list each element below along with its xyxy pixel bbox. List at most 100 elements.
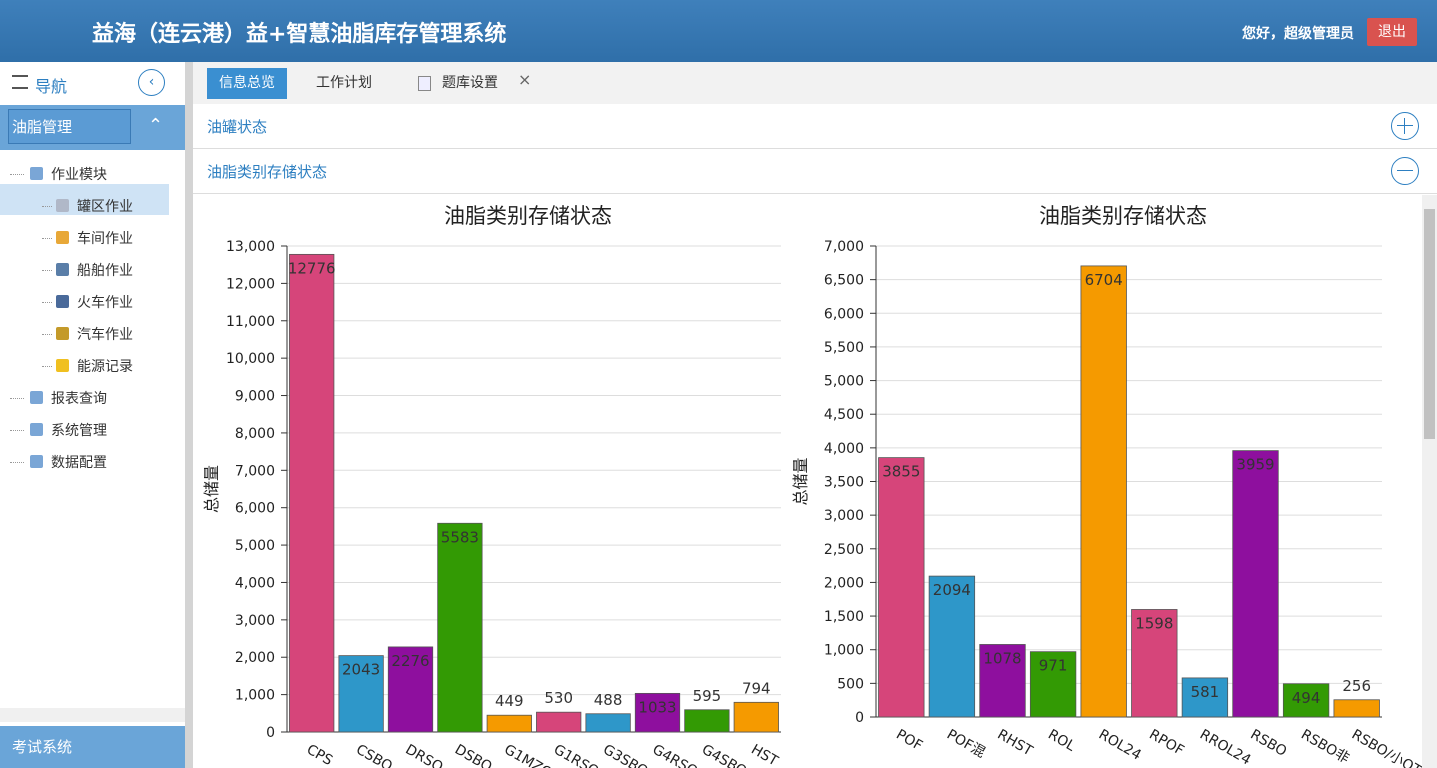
tab-icon xyxy=(418,76,431,91)
y-tick-label: 5,000 xyxy=(824,374,864,390)
data-label: 1598 xyxy=(1135,614,1173,632)
data-label: 595 xyxy=(693,687,722,705)
tree-icon xyxy=(56,295,69,308)
bar xyxy=(1282,683,1330,718)
y-tick-label: 6,500 xyxy=(824,273,864,289)
y-tick-label: 4,000 xyxy=(824,441,864,457)
y-tick-label: 13,000 xyxy=(226,239,275,255)
data-label: 3855 xyxy=(882,463,920,481)
tab[interactable]: 信息总览 xyxy=(207,68,287,99)
nav-icon xyxy=(12,75,28,89)
tree-node[interactable]: 系统管理 xyxy=(51,423,107,439)
y-axis-label: 总储量 xyxy=(202,465,221,513)
y-tick-label: 1,500 xyxy=(824,609,864,625)
tree-leaf[interactable]: 能源记录 xyxy=(77,359,133,375)
tree-icon xyxy=(56,359,69,372)
bar xyxy=(536,711,582,733)
app-title: 益海（连云港）益+智慧油脂库存管理系统 xyxy=(92,22,507,47)
y-tick-label: 5,500 xyxy=(824,340,864,356)
y-tick-label: 500 xyxy=(837,676,864,692)
collapse-icon[interactable] xyxy=(1391,157,1419,185)
data-label: 971 xyxy=(1039,657,1068,675)
data-label: 2094 xyxy=(933,581,971,599)
tree-connector xyxy=(10,462,24,463)
bar xyxy=(878,457,925,718)
data-label: 494 xyxy=(1292,689,1321,707)
tree-node[interactable]: 报表查询 xyxy=(51,391,107,407)
y-tick-label: 2,000 xyxy=(824,575,864,591)
y-tick-label: 10,000 xyxy=(226,351,275,367)
y-tick-label: 8,000 xyxy=(235,426,275,442)
y-tick-label: 5,000 xyxy=(235,538,275,554)
x-tick-label: CPS xyxy=(304,742,336,768)
bar xyxy=(634,692,681,733)
y-tick-label: 0 xyxy=(855,710,864,726)
nav-title: 导航 xyxy=(35,77,68,96)
y-tick-label: 2,500 xyxy=(824,542,864,558)
y-tick-label: 2,000 xyxy=(235,650,275,666)
tree-leaf[interactable]: 罐区作业 xyxy=(77,199,133,215)
tree-connector xyxy=(10,174,24,175)
x-tick-label: ROL24 xyxy=(1096,727,1144,764)
data-label: 488 xyxy=(594,691,623,709)
bar xyxy=(585,713,631,733)
data-label: 581 xyxy=(1191,683,1220,701)
y-tick-label: 0 xyxy=(266,725,275,741)
x-tick-label: G4RSO xyxy=(650,742,701,768)
tree-icon xyxy=(30,391,43,404)
x-tick-label: RROL24 xyxy=(1197,727,1254,768)
y-axis-label: 总储量 xyxy=(791,457,810,505)
v-scrollbar xyxy=(1422,195,1437,768)
tab-bar: 信息总览 工作计划 题库设置 × xyxy=(193,62,1437,104)
panel-title: 油罐状态 xyxy=(207,118,268,136)
x-tick-label: ROL xyxy=(1045,727,1078,755)
tree-connector xyxy=(42,302,52,303)
data-label: 794 xyxy=(742,679,771,697)
section-toggle[interactable]: ⌃ xyxy=(148,115,164,136)
tree-leaf[interactable]: 火车作业 xyxy=(77,295,133,311)
tab[interactable]: 题库设置 xyxy=(442,75,498,91)
x-tick-label: POF混 xyxy=(944,727,988,762)
tree-connector xyxy=(42,366,52,367)
y-tick-label: 7,000 xyxy=(824,239,864,255)
data-label: 5583 xyxy=(441,528,479,546)
tree-leaf[interactable]: 船舶作业 xyxy=(77,263,133,279)
x-tick-label: POF xyxy=(893,727,925,755)
data-label: 6704 xyxy=(1085,271,1123,289)
x-tick-label: G4SBO xyxy=(699,742,749,768)
tree-leaf[interactable]: 汽车作业 xyxy=(77,327,133,343)
y-tick-label: 11,000 xyxy=(226,314,275,330)
tab[interactable]: 工作计划 xyxy=(316,75,372,91)
tree-icon xyxy=(30,167,43,180)
panel-header[interactable]: 油罐状态 xyxy=(193,104,1437,149)
tab-close[interactable]: × xyxy=(518,70,532,89)
x-tick-label: CSBO xyxy=(353,742,395,768)
tree-connector xyxy=(10,430,24,431)
y-tick-label: 1,000 xyxy=(235,688,275,704)
y-tick-label: 3,000 xyxy=(235,613,275,629)
bar xyxy=(1333,699,1380,718)
tree-node[interactable]: 作业模块 xyxy=(51,167,107,183)
bar xyxy=(1080,265,1127,718)
bottom-section[interactable]: 考试系统 xyxy=(0,726,185,768)
section-title[interactable]: 油脂管理 xyxy=(8,109,131,144)
tree-icon xyxy=(56,231,69,244)
tree-connector xyxy=(42,270,52,271)
logout-button[interactable]: 退出 xyxy=(1367,18,1417,46)
tree-leaf[interactable]: 车间作业 xyxy=(77,231,133,247)
y-tick-label: 6,000 xyxy=(824,306,864,322)
data-label: 1033 xyxy=(638,698,676,716)
tree-icon xyxy=(56,327,69,340)
tree-node[interactable]: 数据配置 xyxy=(51,455,107,471)
x-tick-label: RHST xyxy=(995,727,1036,760)
collapse-button[interactable]: ‹ xyxy=(138,69,165,96)
y-tick-label: 4,000 xyxy=(235,575,275,591)
bar xyxy=(979,644,1026,718)
bar xyxy=(289,253,335,733)
section-bar: 油脂管理 ⌃ xyxy=(0,105,185,150)
x-tick-label: RSBO非 xyxy=(1298,727,1352,767)
panel-header[interactable]: 油脂类别存储状态 xyxy=(193,149,1437,194)
expand-icon[interactable] xyxy=(1391,112,1419,140)
bar xyxy=(486,714,532,733)
